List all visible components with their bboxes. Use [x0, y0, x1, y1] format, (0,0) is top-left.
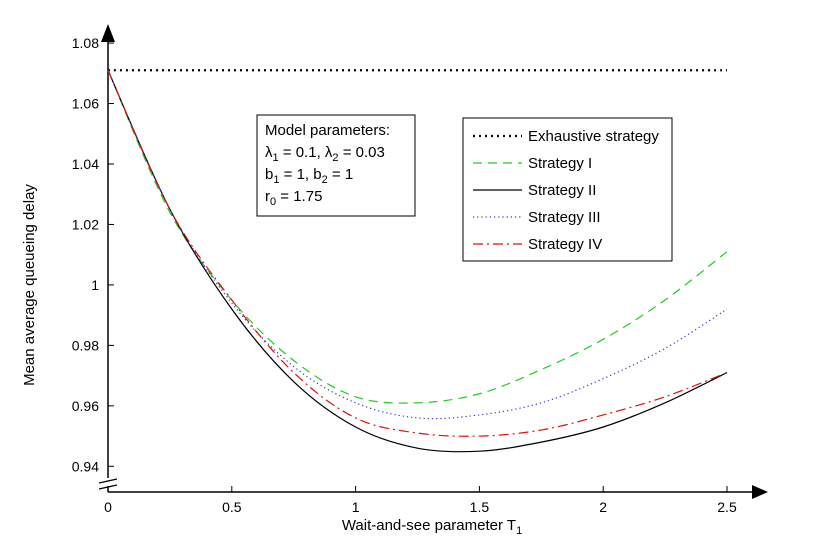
x-axis-arrow — [752, 485, 768, 499]
x-tick-label: 2 — [599, 499, 607, 515]
y-tick-label: 1.02 — [72, 216, 99, 232]
legend-label-exhaustive-strategy: Exhaustive strategy — [528, 128, 659, 145]
y-tick-label: 0.96 — [72, 398, 99, 414]
y-axis-label: Mean average queueing delay — [21, 184, 38, 386]
parameters-line-b: b1 = 1, b2 = 1 — [265, 166, 353, 186]
y-tick-label: 0.98 — [72, 337, 99, 353]
parameters-box: Model parameters: λ1 = 0.1, λ2 = 0.03 b1… — [256, 114, 416, 217]
x-tick-label: 2.5 — [717, 499, 737, 515]
series-line-strategy-iv — [107, 70, 728, 437]
parameters-title: Model parameters: — [265, 122, 390, 139]
series-line-strategy-i — [107, 70, 728, 404]
y-axis-arrow — [101, 24, 115, 42]
y-tick-label: 0.94 — [72, 458, 99, 474]
parameters-box-frame — [256, 114, 416, 217]
y-tick-label: 1 — [91, 277, 99, 293]
legend-label-strategy-ii: Strategy II — [528, 182, 596, 199]
y-tick-label: 1.04 — [72, 156, 99, 172]
legend-label-strategy-i: Strategy I — [528, 155, 592, 172]
series-layer — [107, 69, 728, 453]
y-tick-label: 1.08 — [72, 35, 99, 51]
axes: 0 0.5 1 1.5 2 2.5 0.94 0.96 0.98 1 1.02 1.04 1.06 1.0… — [72, 24, 768, 515]
series-line-strategy-ii — [107, 70, 728, 453]
parameters-line-lambda: λ1 = 0.1, λ2 = 0.03 — [265, 144, 385, 164]
y-tick-label: 1.06 — [72, 96, 99, 112]
x-tick-label: 0.5 — [222, 499, 242, 515]
legend-label-strategy-iii: Strategy III — [528, 209, 601, 226]
x-tick-label: 1 — [352, 499, 360, 515]
legend: Exhaustive strategy Strategy I Strategy II… — [462, 117, 673, 262]
axis-break-mark — [98, 478, 118, 484]
x-axis-label: Wait-and-see parameter T1 — [342, 517, 522, 537]
legend-label-strategy-iv: Strategy IV — [528, 236, 602, 253]
parameters-line-r: r0 = 1.75 — [265, 188, 322, 208]
x-tick-label: 1.5 — [470, 499, 490, 515]
legend-frame — [462, 117, 673, 262]
x-tick-label: 0 — [104, 499, 112, 515]
